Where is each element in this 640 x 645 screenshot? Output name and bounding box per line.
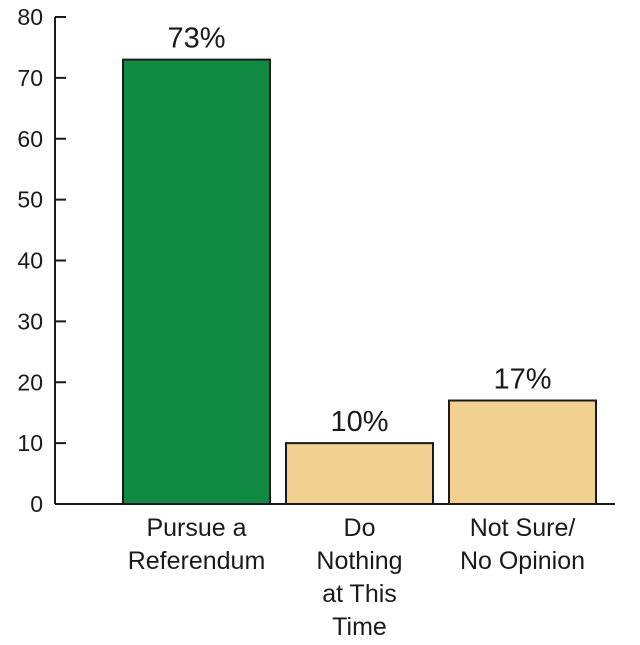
bar [122,58,271,506]
x-tick-label: Do Nothing at This Time [316,514,402,641]
x-tick-label-line: Pursue a [146,514,246,542]
y-tick-label: 60 [17,126,43,152]
x-tick-label-line: Referendum [128,547,266,575]
bar [448,399,597,506]
y-tick-label: 0 [30,491,43,517]
data-label: 10% [330,406,388,438]
x-tick-label-line: at This [322,580,397,608]
data-label: 17% [493,364,551,396]
y-tick-label: 30 [17,308,43,334]
y-tick-label: 80 [17,4,43,30]
y-tick-label: 10 [17,430,43,456]
y-tick-label: 70 [17,65,43,91]
y-tick-label: 40 [17,248,43,274]
x-tick-label: Pursue a Referendum [128,514,266,575]
x-tick-label-line: Do [344,514,376,542]
x-tick-label: Not Sure/No Opinion [460,514,585,575]
x-tick-label-line: Not Sure/ [470,514,576,542]
y-tick-label: 50 [17,187,43,213]
labels: 73% Pursue a Referendum 10% Do Nothing at This… [128,23,585,641]
data-label: 73% [167,23,225,55]
bar [285,442,434,505]
x-tick-label-line: Nothing [316,547,402,575]
y-tick-label: 20 [17,369,43,395]
x-tick-label-line: No Opinion [460,547,585,575]
x-tick-label-line: Time [332,613,387,641]
bars [122,58,597,506]
